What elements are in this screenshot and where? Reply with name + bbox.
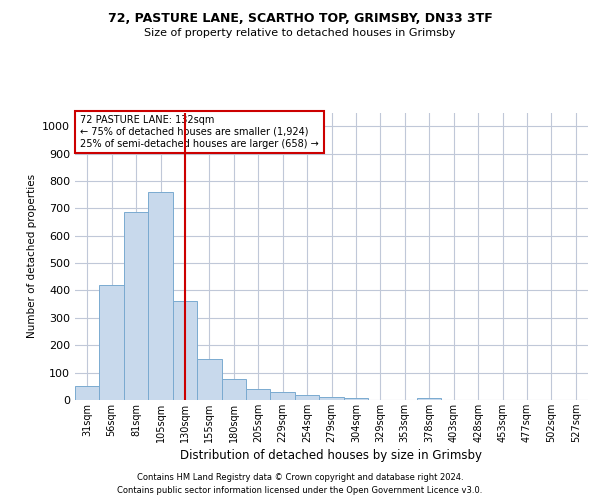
- Text: Contains HM Land Registry data © Crown copyright and database right 2024.: Contains HM Land Registry data © Crown c…: [137, 472, 463, 482]
- Text: 72, PASTURE LANE, SCARTHO TOP, GRIMSBY, DN33 3TF: 72, PASTURE LANE, SCARTHO TOP, GRIMSBY, …: [107, 12, 493, 26]
- Bar: [221, 380, 246, 400]
- Bar: [319, 396, 344, 400]
- Bar: [75, 386, 100, 400]
- Bar: [197, 359, 221, 400]
- Bar: [271, 392, 295, 400]
- Y-axis label: Number of detached properties: Number of detached properties: [26, 174, 37, 338]
- Bar: [344, 398, 368, 400]
- Bar: [417, 398, 442, 400]
- X-axis label: Distribution of detached houses by size in Grimsby: Distribution of detached houses by size …: [181, 449, 482, 462]
- Text: Size of property relative to detached houses in Grimsby: Size of property relative to detached ho…: [144, 28, 456, 38]
- Bar: [124, 212, 148, 400]
- Bar: [246, 389, 271, 400]
- Bar: [100, 285, 124, 400]
- Bar: [295, 395, 319, 400]
- Bar: [148, 192, 173, 400]
- Text: 72 PASTURE LANE: 132sqm
← 75% of detached houses are smaller (1,924)
25% of semi: 72 PASTURE LANE: 132sqm ← 75% of detache…: [80, 116, 319, 148]
- Bar: [173, 302, 197, 400]
- Text: Contains public sector information licensed under the Open Government Licence v3: Contains public sector information licen…: [118, 486, 482, 495]
